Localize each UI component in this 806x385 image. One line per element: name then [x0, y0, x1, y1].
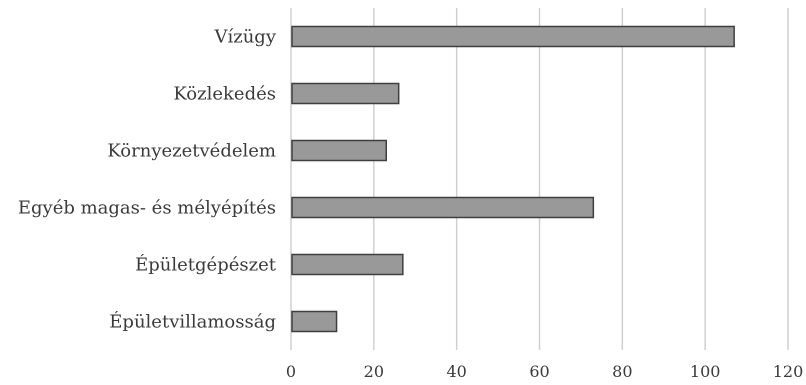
- x-tick-label: 120: [773, 362, 804, 381]
- bar: [291, 253, 404, 276]
- category-label: Vízügy: [213, 27, 276, 48]
- x-tick-label: 40: [446, 362, 466, 381]
- x-tick-label: 0: [286, 362, 296, 381]
- x-tick-label: 20: [364, 362, 384, 381]
- bar: [291, 196, 595, 219]
- bar: [291, 82, 400, 105]
- category-label: Egyéb magas- és mélyépítés: [18, 198, 276, 219]
- x-tick-label: 100: [690, 362, 721, 381]
- bar: [291, 310, 338, 333]
- x-tick-label: 80: [612, 362, 632, 381]
- category-labels: Vízügy Közlekedés Környezetvédelem Egyéb ma…: [18, 27, 277, 333]
- bars: [291, 25, 735, 333]
- category-label: Közlekedés: [173, 84, 276, 105]
- grid-lines: [290, 8, 789, 350]
- bar: [291, 25, 735, 48]
- bar: [291, 139, 388, 162]
- x-tick-labels: 0 20 40 60 80 100 120: [286, 362, 803, 381]
- category-label: Épületvillamosság: [109, 310, 276, 333]
- x-tick-label: 60: [529, 362, 549, 381]
- category-label: Környezetvédelem: [107, 141, 276, 162]
- category-label: Épületgépészet: [135, 253, 277, 276]
